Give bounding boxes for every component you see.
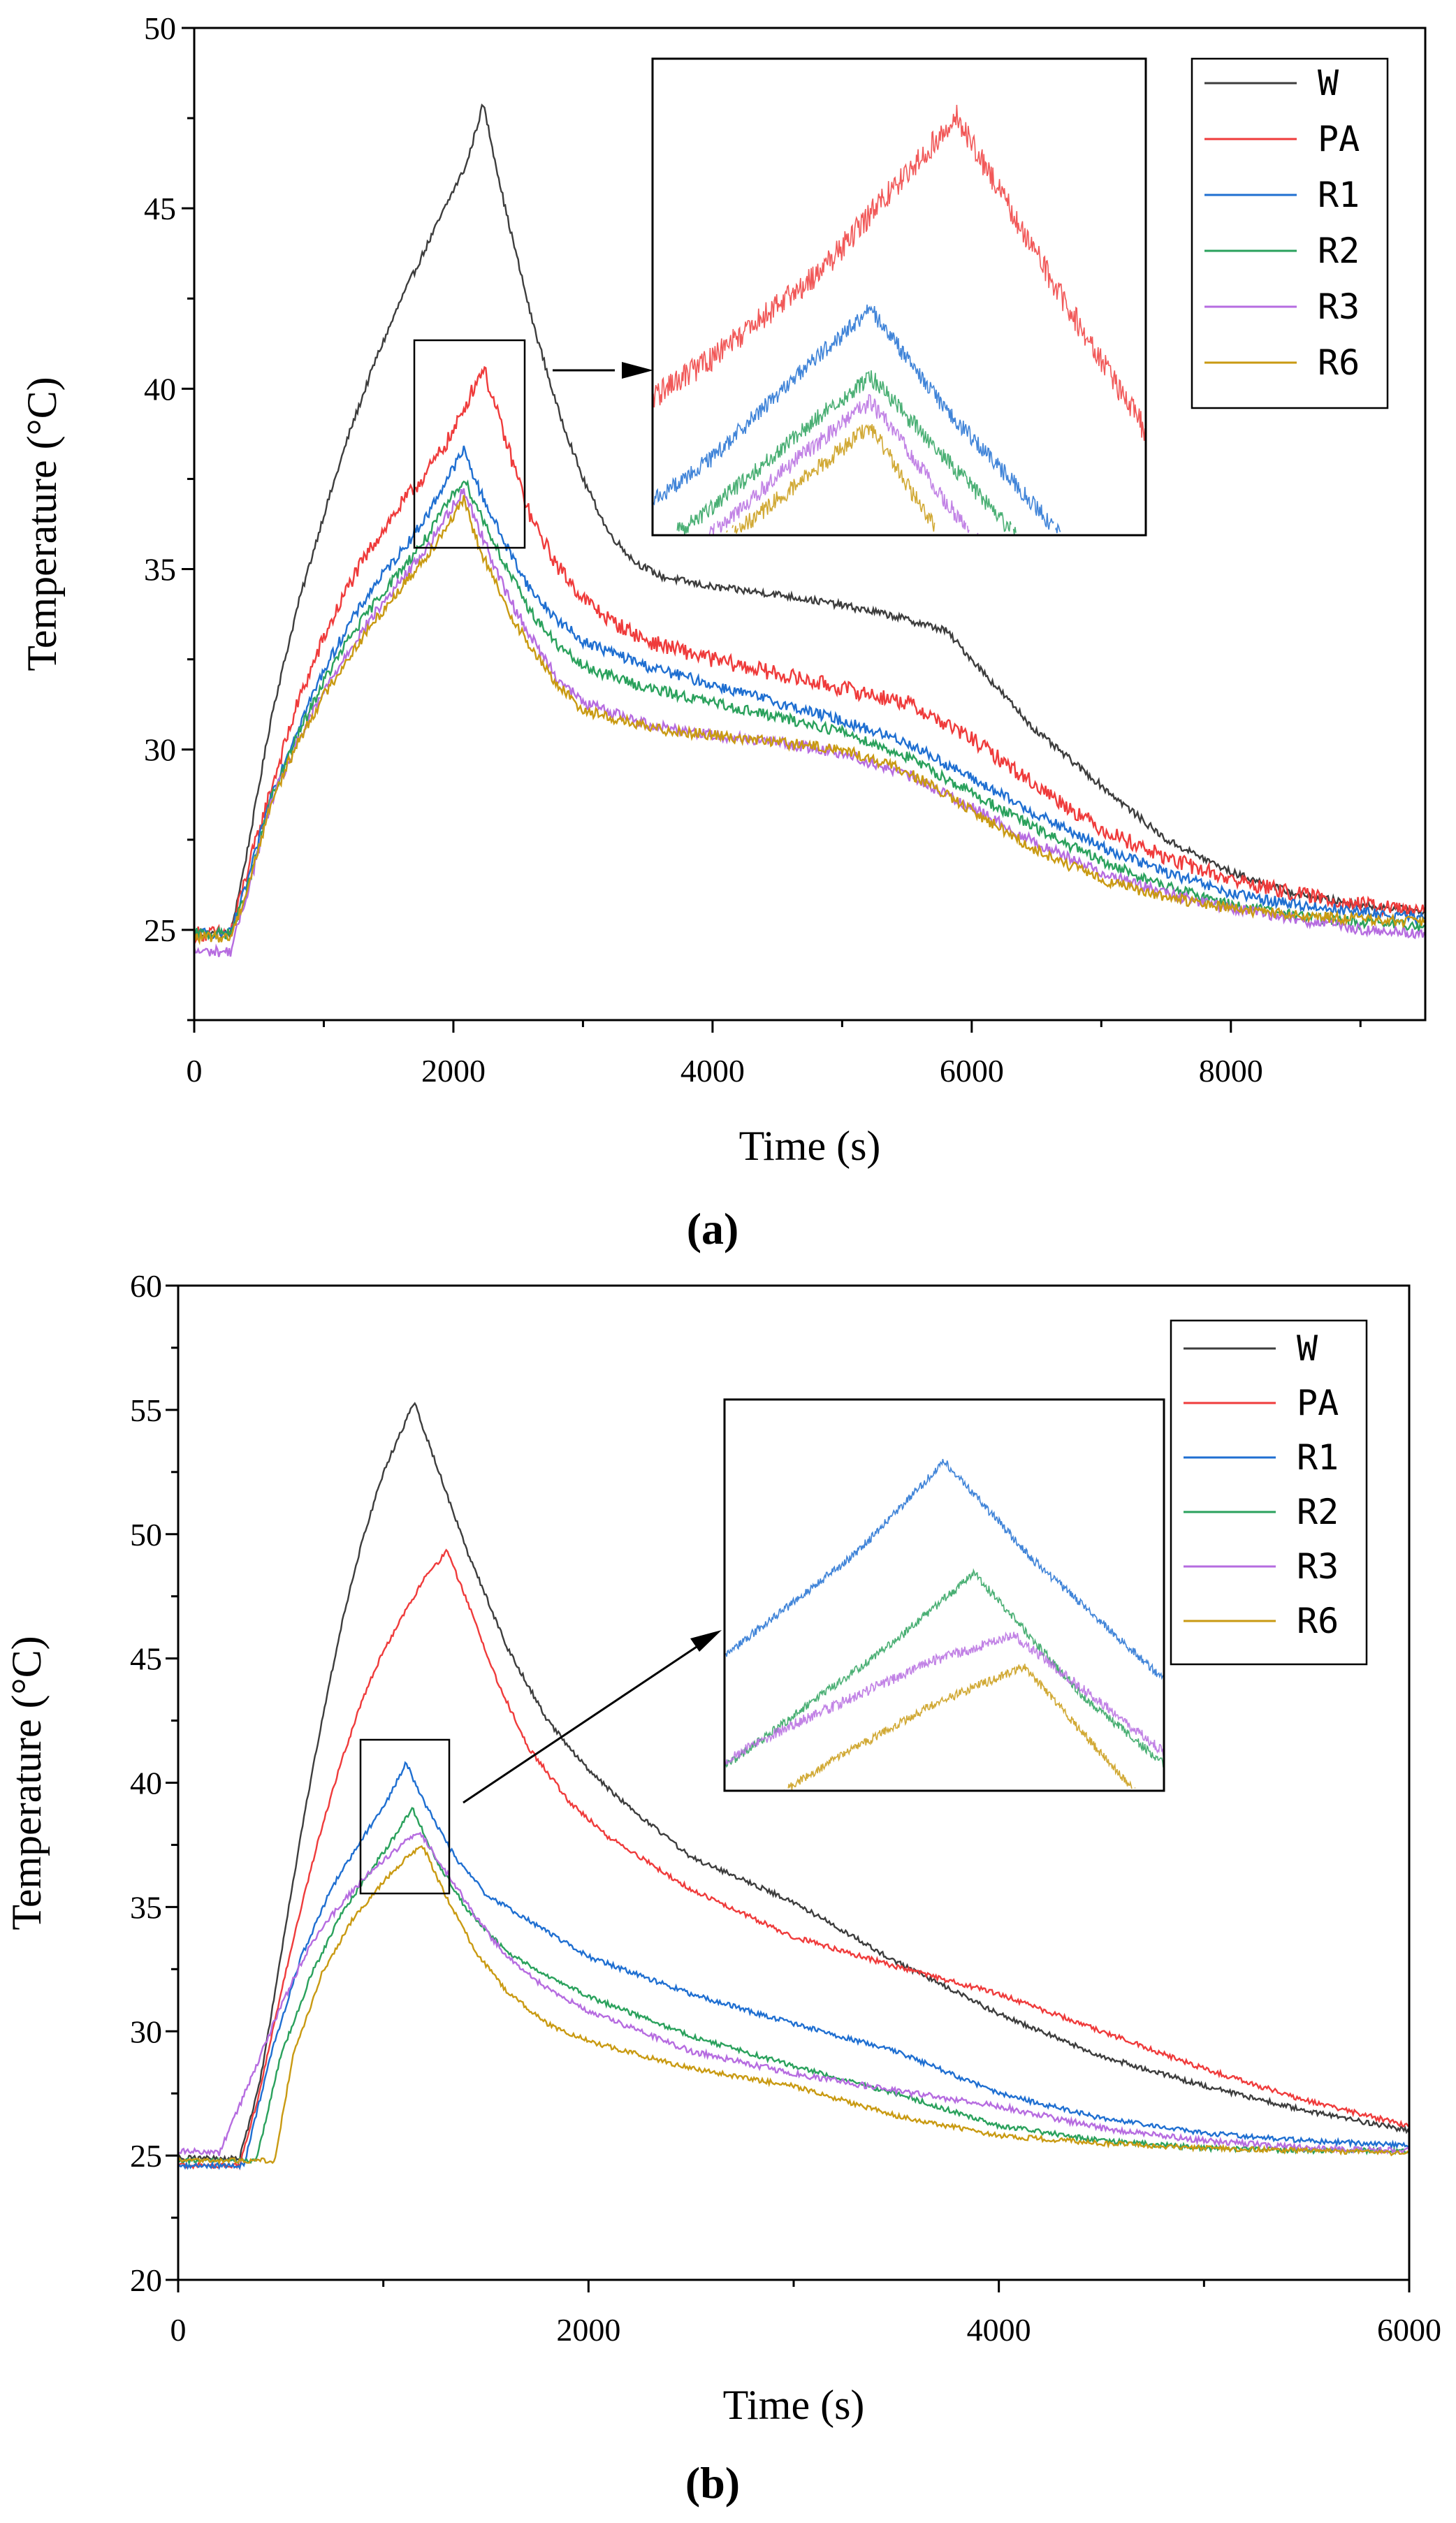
panel-b-x-axis-label: Time (s): [723, 2382, 865, 2428]
panel-a-y-axis-label: Temperature (°C): [19, 377, 65, 671]
panel-a-inset: [651, 57, 1147, 537]
panel-a-plot-frame: [193, 27, 1427, 1021]
panel-b-series-group: [177, 1402, 1411, 2171]
panel-b-y-tick-label: 40: [130, 1766, 162, 1801]
panel-b-y-tick-label: 35: [130, 1889, 162, 1925]
panel-a-y-tick-label: 30: [144, 732, 176, 768]
panel-b-x-tick-label: 6000: [1377, 2312, 1441, 2348]
panel-b-legend-items: W PA R1 R2 R3 R6: [1184, 1328, 1339, 1641]
panel-a-legend-label-r6: R6: [1318, 342, 1360, 383]
panel-b-x-tick-label: 0: [170, 2312, 187, 2348]
panel-a-x-tick-label: 2000: [421, 1053, 486, 1089]
panel-a-zoom-arrowhead: [622, 362, 653, 379]
panel-a-legend-items: W PA R1 R2 R3 R6: [1204, 63, 1360, 383]
panel-a-series-group: [193, 103, 1426, 957]
panel-b-zoom-box: [359, 1738, 451, 1895]
panel-a-series-line-pa: [193, 365, 1426, 945]
panel-b-inset-line-r3: [724, 1631, 1165, 1766]
panel-b-inset-line-r2: [724, 1568, 1165, 1768]
panel-b-series-line-r2: [177, 1807, 1410, 2166]
panel-b-legend-label-r6: R6: [1297, 1601, 1339, 1641]
panel-a-inset-line-r3: [708, 394, 979, 536]
panel-b-y-axis-label: Temperature (°C): [3, 1636, 50, 1930]
panel-b-legend: W PA R1 R2 R3 R6: [1170, 1319, 1368, 1666]
panel-b-y-tick-label: 25: [130, 2138, 162, 2174]
panel-b-y-tick-label: 30: [130, 2014, 162, 2049]
panel-b-legend-label-r3: R3: [1297, 1546, 1339, 1587]
panel-b-x-tick-label: 4000: [967, 2312, 1031, 2348]
panel-a-inset-series: [653, 105, 1146, 535]
panel-b-series-line-r1: [177, 1761, 1410, 2171]
panel-b-inset-frame: [723, 1398, 1165, 1792]
panel-a-legend-label-r1: R1: [1318, 175, 1360, 215]
panel-a-y-tick-label: 40: [144, 371, 176, 407]
panel-a-inset-frame: [651, 57, 1147, 537]
panel-a-inset-background: [653, 59, 1146, 535]
panel-a-legend-label-pa: PA: [1318, 119, 1360, 159]
panel-b-y-ticks: 20 25 30 35 40 45 50 55 60: [130, 1268, 178, 2298]
panel-a-legend-frame: [1191, 57, 1389, 409]
panel-a-zoom-box: [413, 339, 526, 549]
panel-a-legend: W PA R1 R2 R3 R6: [1191, 57, 1389, 409]
panel-b-x-tick-label: 2000: [556, 2312, 620, 2348]
panel-a-series-line-r1: [194, 445, 1426, 940]
panel-a-series-line-w: [193, 103, 1426, 940]
panel-b-inset-line-r1: [724, 1459, 1165, 1680]
panel-b-series-line-r3: [177, 1831, 1411, 2156]
panel-b: 0 2000 4000 6000 20 25 30 35 40 45 50 55 60 Time (s…: [3, 1268, 1441, 2508]
panel-a-x-tick-label: 8000: [1199, 1053, 1263, 1089]
panel-a-x-tick-label: 4000: [680, 1053, 745, 1089]
panel-b-x-ticks: 0 2000 4000 6000: [170, 2280, 1441, 2348]
panel-b-legend-label-r2: R2: [1297, 1492, 1339, 1532]
panel-a-legend-label-w: W: [1318, 63, 1339, 103]
panel-b-y-tick-label: 50: [130, 1517, 162, 1553]
panel-b-series-line-pa: [177, 1548, 1410, 2171]
panel-a-y-tick-label: 50: [144, 10, 176, 46]
panel-a-x-ticks: 0 2000 4000 6000 8000: [187, 1020, 1362, 1089]
panel-b-series-line-r6: [177, 1845, 1410, 2165]
panel-b-legend-label-pa: PA: [1297, 1383, 1339, 1423]
panel-b-legend-label-w: W: [1297, 1328, 1318, 1369]
panel-a-x-tick-label: 0: [187, 1053, 203, 1089]
panel-b-label: (b): [685, 2458, 740, 2508]
panel-b-y-tick-label: 60: [130, 1268, 162, 1304]
panel-b-inset: [723, 1398, 1165, 1792]
panel-b-y-tick-label: 20: [130, 2262, 162, 2298]
panel-a-x-axis-label: Time (s): [739, 1123, 881, 1169]
panel-a-y-tick-label: 45: [144, 191, 176, 226]
panel-b-y-tick-label: 55: [130, 1393, 162, 1428]
panel-b-legend-label-r1: R1: [1297, 1437, 1339, 1478]
panel-b-zoom-arrow: [463, 1644, 699, 1804]
panel-a-legend-label-r2: R2: [1318, 231, 1360, 271]
panel-b-zoom-arrowhead: [690, 1630, 722, 1652]
panel-a-inset-line-pa: [652, 105, 1146, 441]
panel-a-series-line-r6: [193, 495, 1426, 945]
panel-a-y-ticks: 25 30 35 40 45 50: [144, 10, 194, 1021]
panel-b-y-tick-label: 45: [130, 1641, 162, 1677]
panel-a-legend-label-r3: R3: [1318, 286, 1360, 327]
panel-a-y-tick-label: 35: [144, 552, 176, 588]
panel-a-y-tick-label: 25: [144, 913, 176, 948]
panel-b-legend-frame: [1170, 1319, 1368, 1666]
panel-a-x-tick-label: 6000: [940, 1053, 1004, 1089]
panel-a-label: (a): [687, 1204, 739, 1253]
panel-b-series-line-w: [177, 1402, 1411, 2162]
panel-a-series-line-r2: [193, 479, 1426, 941]
